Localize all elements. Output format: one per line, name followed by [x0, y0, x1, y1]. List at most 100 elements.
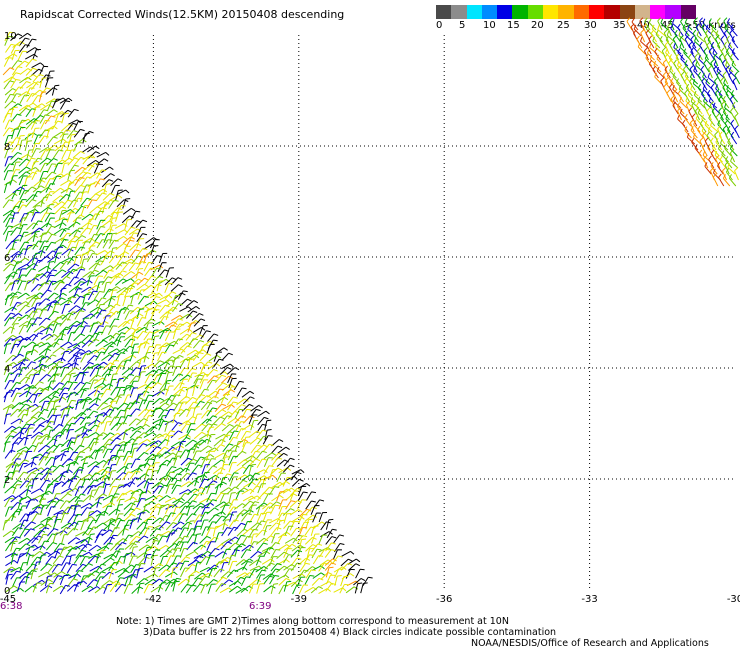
- wind-barb: [710, 121, 719, 133]
- wind-barb: [109, 359, 120, 370]
- wind-barb: [151, 335, 160, 347]
- wind-barb: [40, 400, 50, 411]
- wind-barb: [263, 547, 274, 557]
- wind-barb: [26, 92, 37, 103]
- wind-barb: [88, 553, 102, 560]
- wind-barb: [47, 395, 59, 405]
- wind-barb: [74, 426, 88, 433]
- wind-barb: [31, 550, 44, 558]
- wind-barb: [668, 83, 675, 97]
- wind-barb: [158, 252, 168, 264]
- wind-barb: [180, 345, 192, 354]
- wind-barb: [144, 322, 153, 333]
- wind-barb: [708, 97, 718, 109]
- wind-barb: [325, 574, 336, 585]
- wind-barb: [276, 472, 286, 483]
- wind-barb: [227, 542, 240, 551]
- wind-barb: [697, 96, 706, 109]
- wind-barb: [4, 372, 14, 383]
- wind-barb: [179, 328, 193, 335]
- y-tick-label: 8: [4, 142, 10, 153]
- wind-barb: [52, 149, 64, 159]
- wind-barb: [10, 570, 21, 580]
- wind-barb: [185, 387, 193, 399]
- wind-barb: [720, 77, 726, 91]
- wind-barb: [32, 424, 45, 433]
- wind-barb: [136, 432, 149, 440]
- wind-barb: [206, 579, 218, 587]
- wind-barb: [73, 333, 86, 342]
- wind-barb: [61, 439, 73, 448]
- wind-barb: [67, 108, 79, 118]
- wind-barb: [74, 239, 84, 250]
- wind-barb: [110, 178, 123, 186]
- wind-barb: [228, 554, 236, 566]
- wind-barb: [26, 234, 39, 243]
- wind-barb: [166, 434, 174, 446]
- wind-barb: [3, 413, 12, 425]
- wind-barb: [38, 309, 48, 319]
- wind-barb: [192, 450, 201, 461]
- wind-barb: [158, 451, 171, 459]
- wind-barb: [206, 507, 219, 515]
- wind-barb: [353, 578, 366, 586]
- wind-barb: [310, 504, 320, 515]
- wind-barb: [10, 33, 23, 42]
- wind-barb: [143, 432, 157, 438]
- wind-barb: [45, 438, 58, 447]
- wind-barb: [233, 576, 246, 586]
- wind-barb: [124, 310, 135, 320]
- wind-barb: [123, 584, 133, 594]
- wind-barb: [89, 441, 99, 452]
- wind-barb: [4, 515, 17, 524]
- wind-barb: [729, 29, 736, 43]
- wind-barb: [208, 567, 218, 578]
- wind-barb: [171, 445, 185, 452]
- wind-barb: [109, 583, 121, 592]
- wind-barb: [124, 218, 132, 230]
- wind-barb: [144, 495, 158, 501]
- wind-barb: [228, 560, 238, 572]
- wind-barb: [165, 309, 174, 321]
- wind-barb: [180, 457, 193, 466]
- wind-barb: [187, 372, 197, 383]
- wind-barb: [95, 529, 107, 539]
- wind-barb: [40, 119, 50, 130]
- wind-barb: [44, 483, 54, 494]
- legend-swatch: [451, 5, 467, 19]
- wind-barb: [116, 189, 130, 196]
- wind-barb: [25, 157, 36, 168]
- y-tick-label: 0: [4, 586, 10, 597]
- wind-barb: [654, 72, 663, 85]
- wind-barb: [165, 385, 174, 396]
- wind-barb: [255, 555, 265, 566]
- wind-barb: [53, 246, 64, 257]
- wind-barb: [136, 355, 150, 362]
- wind-barb: [80, 258, 89, 270]
- wind-barb: [212, 358, 224, 368]
- wind-barb: [68, 276, 79, 286]
- wind-barb: [10, 442, 19, 454]
- wind-barb: [185, 584, 197, 594]
- wind-barb: [282, 508, 295, 516]
- wind-barb: [86, 299, 100, 306]
- wind-barb: [38, 256, 51, 264]
- legend-swatch: [512, 5, 528, 19]
- wind-barb: [2, 225, 14, 235]
- wind-barb: [31, 190, 42, 201]
- wind-barb: [354, 582, 363, 594]
- wind-barb: [177, 578, 191, 586]
- wind-barb: [11, 239, 20, 251]
- legend-swatch: [481, 5, 498, 19]
- wind-barb: [18, 376, 31, 385]
- wind-barb: [241, 474, 255, 481]
- wind-barb: [31, 317, 42, 327]
- wind-barb: [122, 261, 134, 271]
- wind-barb: [199, 572, 213, 579]
- wind-barb: [158, 342, 171, 350]
- map-title: Rapidscat Corrected Winds(12.5KM) 201504…: [20, 8, 345, 21]
- wind-barb: [38, 317, 51, 326]
- wind-barb: [234, 404, 246, 413]
- wind-barb: [676, 78, 684, 91]
- wind-barb: [95, 510, 109, 517]
